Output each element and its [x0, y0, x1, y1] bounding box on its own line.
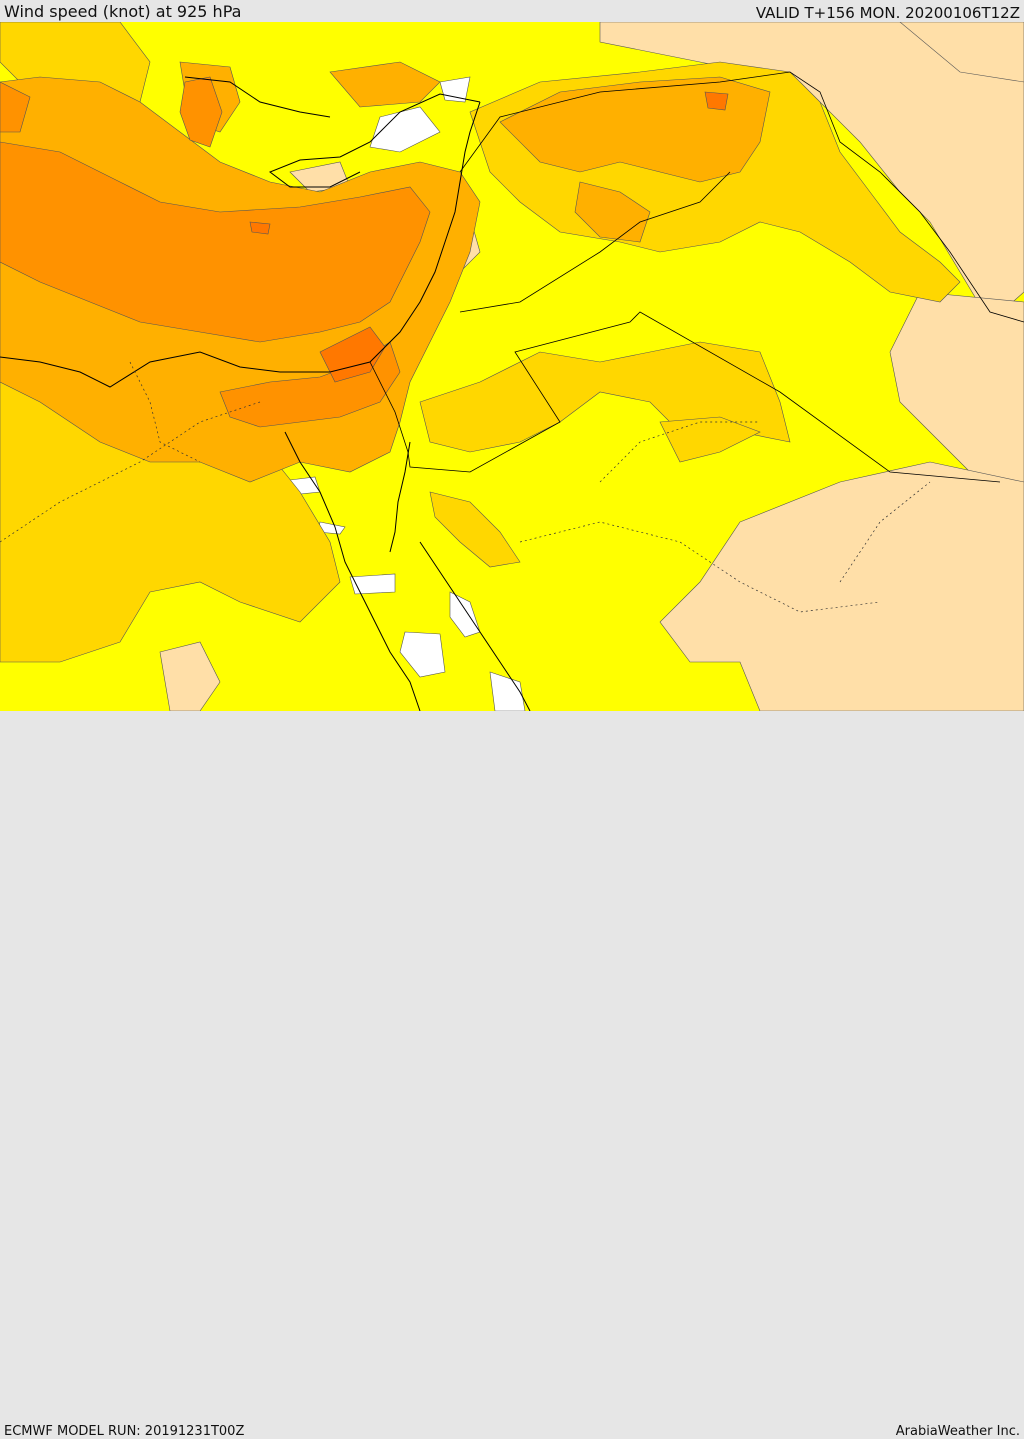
wind-speed-map — [0, 22, 1024, 711]
header-bar: Wind speed (knot) at 925 hPa VALID T+156… — [0, 0, 1024, 22]
brand-label: ArabiaWeather Inc. — [895, 1424, 1020, 1439]
footer-bar: ECMWF MODEL RUN: 20191231T00Z ArabiaWeat… — [0, 711, 1024, 1439]
valid-time: VALID T+156 MON. 20200106T12Z — [755, 4, 1020, 22]
strong-wind-regions — [0, 76, 431, 428]
map-title: Wind speed (knot) at 925 hPa — [4, 2, 242, 21]
internal-boundaries — [0, 361, 931, 613]
model-run-label: ECMWF MODEL RUN: 20191231T00Z — [4, 1424, 245, 1439]
political-borders — [369, 71, 1024, 483]
very-strong-wind-regions — [249, 91, 729, 383]
